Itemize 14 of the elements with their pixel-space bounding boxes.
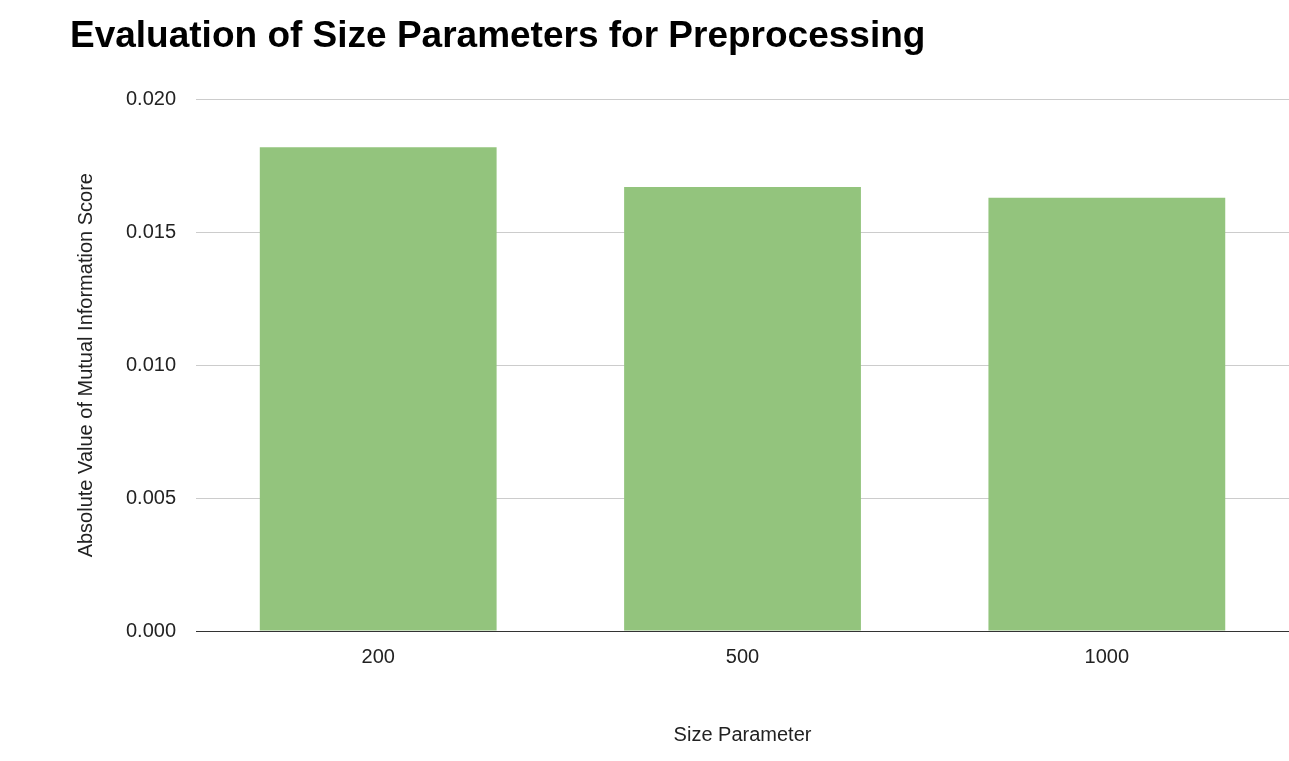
chart-title: Evaluation of Size Parameters for Preprocessing [70,14,926,56]
y-tick-label: 0.010 [125,352,177,375]
bar [988,197,1226,631]
x-tick-label: 200 [361,644,395,667]
y-tick-label: 0.020 [125,86,177,109]
y-axis-title: Absolute Value of Mutual Information Score [73,173,96,558]
x-tick-label: 500 [725,644,760,667]
bar [259,147,497,631]
y-tick-label: 0.015 [125,219,177,242]
bar [624,187,861,631]
y-tick-label: 0.000 [125,618,177,641]
x-tick-label: 1000 [1084,644,1130,667]
x-axis-title: Size Parameter [673,722,812,745]
y-tick-label: 0.005 [125,485,177,508]
